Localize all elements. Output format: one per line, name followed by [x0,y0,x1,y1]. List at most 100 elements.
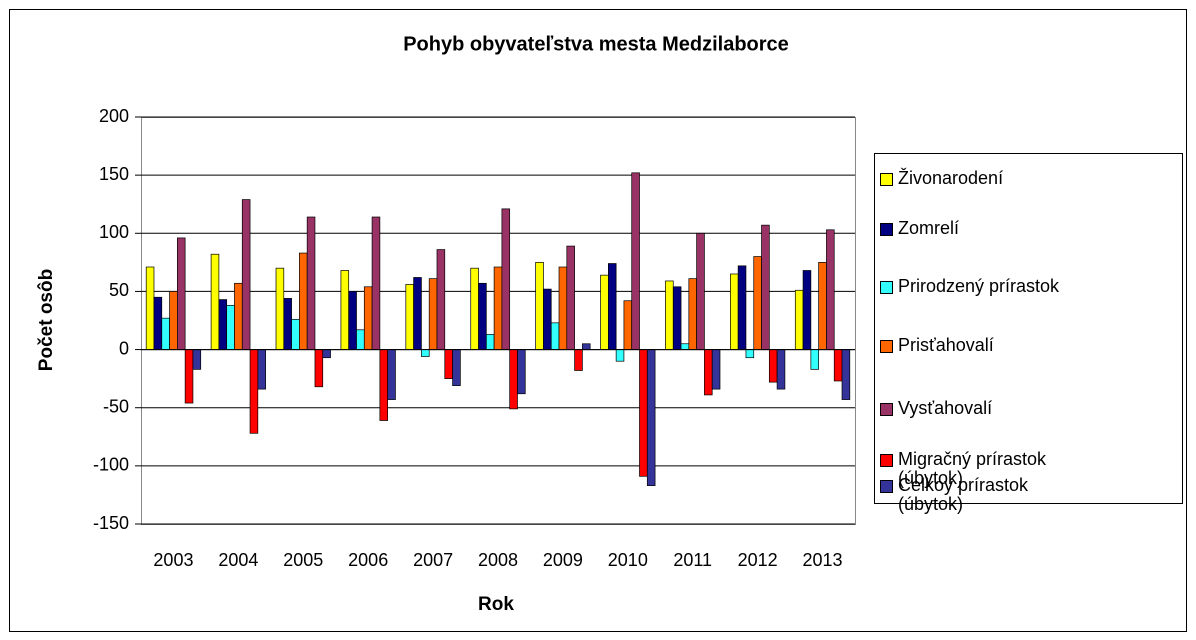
bar [226,305,235,350]
legend-swatch [880,223,893,236]
bar [730,273,739,350]
bar [275,267,285,350]
bar [241,199,251,350]
bar [452,349,461,386]
bar [283,298,292,350]
bar [768,349,778,383]
y-tick-label: 200 [99,106,129,126]
bar [291,318,300,350]
bar [623,300,633,350]
bar [379,349,389,421]
y-tick-label: 50 [109,280,129,300]
y-tick-label: 100 [99,222,129,242]
bar [550,322,560,350]
bar [509,349,518,410]
legend-label: Migračný prírastok (úbytok) [898,449,1047,488]
bar [470,267,479,350]
bar [234,282,243,350]
legend-entry: Migračný prírastok (úbytok) [880,450,1180,488]
bar [436,249,446,350]
bar [387,349,396,400]
chart-title: Pohyb obyvateľstva mesta Medzilaborce [403,33,789,55]
bar [257,349,266,390]
bar [818,262,827,350]
legend-swatch [880,403,893,416]
bar [348,291,357,350]
y-tick-label: 150 [99,164,129,184]
x-tick-label: 2011 [673,550,712,570]
bar [405,284,414,350]
bar [646,349,656,486]
bar [810,349,820,370]
bar [249,349,259,434]
bar [711,349,721,390]
legend-label: Prirodzený prírastok [898,276,1060,296]
y-tick-label: -150 [93,513,129,533]
legend-entry: Prirodzený prírastok [880,277,1180,296]
bar [826,229,835,350]
bar [161,317,170,350]
x-tick-label: 2012 [738,550,778,570]
legend-swatch [880,480,893,493]
legend-entry: Živonarodení [880,169,1180,188]
bar [145,266,155,350]
bar [631,172,640,350]
x-tick-label: 2007 [413,550,453,570]
bar [615,349,625,362]
bar [566,245,575,350]
bar [639,349,648,477]
bar [841,349,851,400]
bar [210,253,220,350]
bar [299,252,308,350]
bar [802,270,812,350]
bar [704,349,713,396]
bar [753,256,762,350]
bar [493,266,503,350]
x-tick-label: 2010 [608,550,648,570]
bar [444,349,453,379]
bar [478,282,487,350]
bar [535,262,544,350]
bar [833,349,843,382]
bar [176,237,186,350]
bar [184,349,194,404]
bar [672,286,682,350]
bar [688,278,697,350]
x-axis-label: Rok [478,594,514,615]
bar [413,277,422,350]
legend-label: Vysťahovalí [898,398,993,418]
legend-label: Prisťahovalí [898,335,994,355]
legend-entry: Vysťahovalí [880,399,1180,418]
bar [600,274,609,350]
legend-label: Zomrelí [898,218,960,238]
x-tick-label: 2008 [478,550,518,570]
x-tick-label: 2005 [283,550,323,570]
x-tick-label: 2006 [348,550,388,570]
bar [696,232,705,350]
y-tick-label: -100 [93,455,129,475]
bar [153,296,163,350]
y-tick-label: -50 [103,396,129,416]
x-tick-label: 2004 [218,550,258,570]
legend-box [874,153,1183,504]
bar [363,286,373,350]
x-tick-label: 2003 [153,550,193,570]
bar [745,349,755,359]
bar [428,278,438,350]
bar [543,288,552,350]
bar [340,270,350,350]
legend-label: Živonarodení [898,168,1004,188]
legend-entry: Celkoy prírastok (úbytok) [880,476,1180,514]
y-tick-label: 0 [119,338,129,358]
y-axis-label: Počet osôb [36,269,57,371]
bar [485,334,495,350]
bar [371,216,381,350]
bar [558,266,568,350]
bar [218,299,228,350]
bar [192,349,202,370]
legend-label: Celkoy prírastok (úbytok) [898,475,1029,514]
bar [169,291,178,350]
x-tick-label: 2009 [543,550,583,570]
legend-swatch [880,340,893,353]
